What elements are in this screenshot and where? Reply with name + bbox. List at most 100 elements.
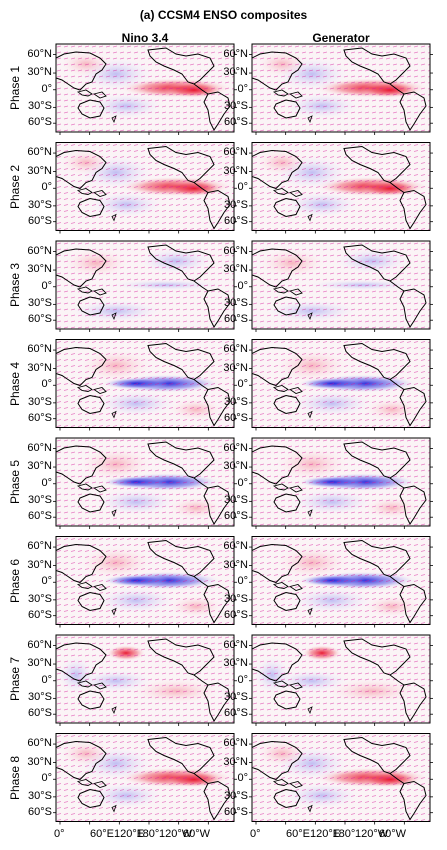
lon-tick-label: 120°E — [310, 828, 341, 840]
lat-tick-label: 60°S — [224, 805, 248, 818]
map-panel-phase-3-nino34 — [53, 240, 237, 332]
lat-tick-label: 0° — [237, 772, 248, 785]
lat-tick-label: 30°N — [223, 657, 248, 670]
lon-tick-label: 180° — [332, 828, 356, 840]
map-panel-phase-4-nino34 — [53, 339, 237, 431]
map-panel-phase-1-nino34 — [53, 43, 237, 135]
lat-tick-label: 60°S — [28, 510, 52, 523]
lat-tick-label: 60°S — [28, 707, 52, 720]
map-panel-phase-4-generator — [249, 339, 433, 431]
lat-tick-label: 30°S — [224, 789, 248, 802]
column-header-nino34: Nino 3.4 — [121, 31, 169, 45]
lat-tick-label: 60°S — [224, 608, 248, 621]
lat-tick-label: 60°N — [223, 737, 248, 750]
lon-tick-label: 0° — [54, 828, 65, 840]
lat-tick-label: 60°S — [28, 214, 52, 227]
map-panel-phase-7-nino34 — [53, 634, 237, 726]
lat-tick-label: 30°N — [27, 361, 52, 374]
lat-tick-label: 30°S — [224, 100, 248, 113]
lat-tick-label: 60°N — [27, 540, 52, 553]
lat-tick-label: 30°S — [28, 297, 52, 310]
lat-tick-label: 30°S — [224, 592, 248, 605]
lat-tick-label: 0° — [237, 378, 248, 391]
lat-tick-label: 0° — [237, 575, 248, 588]
lat-tick-label: 60°S — [224, 707, 248, 720]
map-panel-phase-6-generator — [249, 536, 433, 628]
lon-tick-label: 120°W — [159, 828, 193, 840]
map-panel-phase-3-generator — [249, 240, 433, 332]
lat-tick-label: 30°N — [223, 460, 248, 473]
lat-tick-label: 30°N — [27, 558, 52, 571]
lat-tick-label: 60°N — [223, 146, 248, 159]
lat-tick-label: 60°S — [224, 116, 248, 129]
lat-tick-label: 30°S — [224, 198, 248, 211]
lat-tick-label: 60°N — [223, 638, 248, 651]
lat-tick-label: 0° — [237, 476, 248, 489]
lat-tick-label: 30°N — [223, 755, 248, 768]
lat-tick-label: 0° — [41, 673, 52, 686]
lat-tick-label: 0° — [41, 82, 52, 95]
lat-tick-label: 30°N — [223, 164, 248, 177]
map-panel-phase-2-nino34 — [53, 142, 237, 234]
lat-tick-label: 60°S — [224, 214, 248, 227]
lat-tick-label: 30°N — [27, 657, 52, 670]
lat-tick-label: 60°N — [27, 737, 52, 750]
lat-tick-label: 30°N — [27, 164, 52, 177]
lat-tick-label: 30°N — [27, 755, 52, 768]
lat-tick-label: 60°N — [223, 441, 248, 454]
lat-tick-label: 30°S — [224, 691, 248, 704]
lat-tick-label: 60°N — [223, 47, 248, 60]
map-panel-phase-6-nino34 — [53, 536, 237, 628]
lat-tick-label: 0° — [41, 181, 52, 194]
figure-title: (a) CCSM4 ENSO composites — [139, 8, 308, 22]
lat-tick-label: 60°N — [27, 638, 52, 651]
map-panel-phase-8-generator — [249, 733, 433, 825]
map-panel-phase-8-nino34 — [53, 733, 237, 825]
map-panel-phase-5-generator — [249, 437, 433, 529]
lat-tick-label: 30°N — [27, 66, 52, 79]
lat-tick-label: 30°N — [223, 361, 248, 374]
lon-tick-label: 60°E — [90, 828, 114, 840]
lat-tick-label: 60°N — [27, 343, 52, 356]
lon-tick-label: 120°E — [114, 828, 145, 840]
lat-tick-label: 30°S — [224, 395, 248, 408]
lat-tick-label: 0° — [237, 673, 248, 686]
lat-tick-label: 0° — [237, 181, 248, 194]
lat-tick-label: 30°S — [224, 494, 248, 507]
lat-tick-label: 30°N — [223, 558, 248, 571]
lat-tick-label: 30°S — [28, 789, 52, 802]
lat-tick-label: 0° — [41, 476, 52, 489]
lat-tick-label: 60°N — [27, 244, 52, 257]
column-header-generator: Generator — [312, 31, 370, 45]
map-panel-phase-1-generator — [249, 43, 433, 135]
lat-tick-label: 60°N — [27, 146, 52, 159]
map-panel-phase-2-generator — [249, 142, 433, 234]
lat-tick-label: 0° — [41, 378, 52, 391]
lon-tick-label: 0° — [250, 828, 261, 840]
lat-tick-label: 60°N — [223, 244, 248, 257]
lat-tick-label: 60°N — [223, 540, 248, 553]
lat-tick-label: 60°N — [27, 47, 52, 60]
lat-tick-label: 30°N — [223, 66, 248, 79]
lat-tick-label: 0° — [41, 575, 52, 588]
lat-tick-label: 60°S — [224, 510, 248, 523]
lat-tick-label: 30°S — [224, 297, 248, 310]
lat-tick-label: 0° — [41, 279, 52, 292]
map-panel-phase-7-generator — [249, 634, 433, 726]
map-panel-phase-5-nino34 — [53, 437, 237, 529]
lat-tick-label: 30°S — [28, 198, 52, 211]
lat-tick-label: 60°S — [224, 313, 248, 326]
lon-tick-label: 60°E — [286, 828, 310, 840]
lat-tick-label: 60°S — [224, 411, 248, 424]
lat-tick-label: 0° — [237, 279, 248, 292]
lat-tick-label: 30°S — [28, 592, 52, 605]
lat-tick-label: 30°S — [28, 395, 52, 408]
lat-tick-label: 60°N — [27, 441, 52, 454]
lat-tick-label: 60°S — [28, 608, 52, 621]
lon-tick-label: 180° — [136, 828, 160, 840]
lat-tick-label: 30°N — [27, 460, 52, 473]
lat-tick-label: 30°N — [27, 263, 52, 276]
lon-tick-label: 60°W — [379, 828, 407, 840]
lat-tick-label: 60°N — [223, 343, 248, 356]
